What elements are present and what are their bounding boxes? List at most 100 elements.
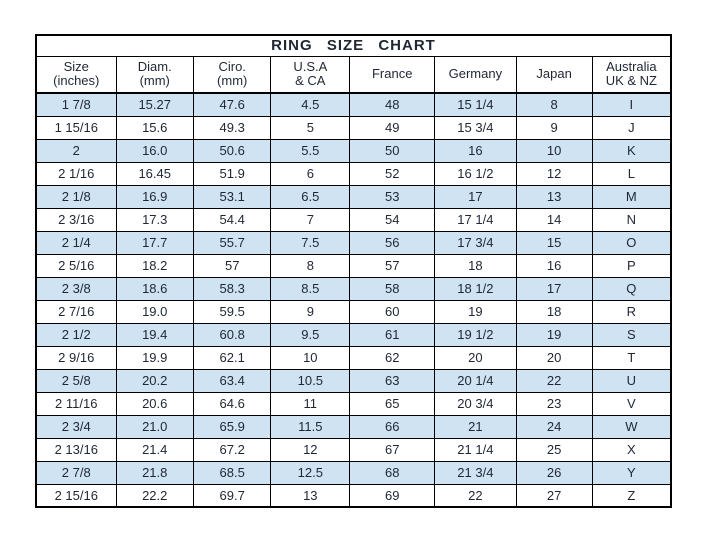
table-row: 2 3/4 21.0 65.9 11.5 66 21 24 W — [35, 414, 672, 439]
table-row: 2 7/8 21.8 68.5 12.5 68 21 3/4 26 Y — [35, 460, 672, 485]
table-cell: 61 — [349, 322, 436, 347]
table-cell: 18 — [434, 253, 517, 278]
column-header-sublabel: (mm) — [139, 73, 170, 89]
table-head: RING SIZE CHART Size (inches) Diam. (mm)… — [35, 34, 672, 94]
table-cell: 69 — [349, 483, 436, 508]
table-cell: 20 3/4 — [434, 391, 517, 416]
column-header-japan: Japan — [515, 55, 593, 94]
table-cell: 20 — [434, 345, 517, 370]
table-row: 2 11/16 20.6 64.6 11 65 20 3/4 23 V — [35, 391, 672, 416]
table-row: 2 1/16 16.45 51.9 6 52 16 1/2 12 L — [35, 161, 672, 186]
table-cell: 15.6 — [115, 115, 194, 140]
table-cell: 54 — [349, 207, 436, 232]
table-cell: U — [591, 368, 672, 393]
column-header-label: Japan — [536, 65, 572, 81]
table-cell: 18 — [515, 299, 593, 324]
table-cell: 67 — [349, 437, 436, 462]
column-header-row: Size (inches) Diam. (mm) Ciro. (mm) U.S.… — [35, 55, 672, 94]
table-cell: X — [591, 437, 672, 462]
table-cell: 2 3/4 — [35, 414, 117, 439]
table-cell: 62 — [349, 345, 436, 370]
table-cell: 2 1/2 — [35, 322, 117, 347]
table-cell: M — [591, 184, 672, 209]
table-cell: 12 — [515, 161, 593, 186]
table-row: 1 15/16 15.6 49.3 5 49 15 3/4 9 J — [35, 115, 672, 140]
table-cell: 2 5/16 — [35, 253, 117, 278]
table-cell: 24 — [515, 414, 593, 439]
table-cell: P — [591, 253, 672, 278]
table-row: 2 5/16 18.2 57 8 57 18 16 P — [35, 253, 672, 278]
table-cell: 57 — [192, 253, 272, 278]
table-cell: 20 1/4 — [434, 368, 517, 393]
table-cell: V — [591, 391, 672, 416]
table-cell: 69.7 — [192, 483, 272, 508]
table-cell: 17 — [515, 276, 593, 301]
table-cell: 9 — [270, 299, 351, 324]
table-cell: Y — [591, 460, 672, 485]
table-cell: 66 — [349, 414, 436, 439]
table-cell: 10 — [515, 138, 593, 163]
table-cell: 59.5 — [192, 299, 272, 324]
table-cell: O — [591, 230, 672, 255]
table-cell: 19 — [515, 322, 593, 347]
table-cell: S — [591, 322, 672, 347]
column-header-sublabel: (mm) — [217, 73, 248, 89]
table-cell: 21.0 — [115, 414, 194, 439]
table-cell: 7.5 — [270, 230, 351, 255]
column-header-australia-uk-nz: Australia UK & NZ — [591, 55, 672, 94]
table-cell: 67.2 — [192, 437, 272, 462]
table-cell: 16.0 — [115, 138, 194, 163]
column-header-label: Ciro. — [218, 58, 246, 74]
column-header-label: Size — [63, 58, 89, 74]
table-cell: 68 — [349, 460, 436, 485]
column-header-france: France — [349, 55, 436, 94]
table-cell: 17 1/4 — [434, 207, 517, 232]
column-header-sublabel: UK & NZ — [605, 73, 657, 89]
table-row: 2 1/8 16.9 53.1 6.5 53 17 13 M — [35, 184, 672, 209]
table-cell: 17.3 — [115, 207, 194, 232]
table-cell: 58 — [349, 276, 436, 301]
table-cell: 18.6 — [115, 276, 194, 301]
table-cell: 22 — [434, 483, 517, 508]
table-cell: 12.5 — [270, 460, 351, 485]
table-cell: 16 — [515, 253, 593, 278]
table-cell: 62.1 — [192, 345, 272, 370]
table-cell: 65 — [349, 391, 436, 416]
table-cell: 23 — [515, 391, 593, 416]
table-row: 2 15/16 22.2 69.7 13 69 22 27 Z — [35, 483, 672, 508]
table-cell: Z — [591, 483, 672, 508]
table-cell: 16 — [434, 138, 517, 163]
table-cell: 15 1/4 — [434, 92, 517, 117]
table-cell: 2 13/16 — [35, 437, 117, 462]
table-cell: 25 — [515, 437, 593, 462]
table-cell: 13 — [270, 483, 351, 508]
table-row: 2 9/16 19.9 62.1 10 62 20 20 T — [35, 345, 672, 370]
table-cell: 48 — [349, 92, 436, 117]
table-cell: 10 — [270, 345, 351, 370]
table-cell: 11.5 — [270, 414, 351, 439]
table-cell: 52 — [349, 161, 436, 186]
table-cell: 1 15/16 — [35, 115, 117, 140]
table-cell: 54.4 — [192, 207, 272, 232]
table-cell: 4.5 — [270, 92, 351, 117]
table-cell: 14 — [515, 207, 593, 232]
table-cell: 47.6 — [192, 92, 272, 117]
table-cell: 2 15/16 — [35, 483, 117, 508]
table-row: 2 16.0 50.6 5.5 50 16 10 K — [35, 138, 672, 163]
table-cell: N — [591, 207, 672, 232]
table-cell: I — [591, 92, 672, 117]
table-cell: 18 1/2 — [434, 276, 517, 301]
table-cell: 6.5 — [270, 184, 351, 209]
table-cell: 20 — [515, 345, 593, 370]
table-cell: 2 7/16 — [35, 299, 117, 324]
table-cell: 68.5 — [192, 460, 272, 485]
table-cell: 15 — [515, 230, 593, 255]
table-cell: 7 — [270, 207, 351, 232]
table-cell: 55.7 — [192, 230, 272, 255]
column-header-size: Size (inches) — [35, 55, 117, 94]
table-cell: 2 — [35, 138, 117, 163]
table-cell: K — [591, 138, 672, 163]
table-cell: 2 5/8 — [35, 368, 117, 393]
table-cell: 65.9 — [192, 414, 272, 439]
table-cell: 16.45 — [115, 161, 194, 186]
